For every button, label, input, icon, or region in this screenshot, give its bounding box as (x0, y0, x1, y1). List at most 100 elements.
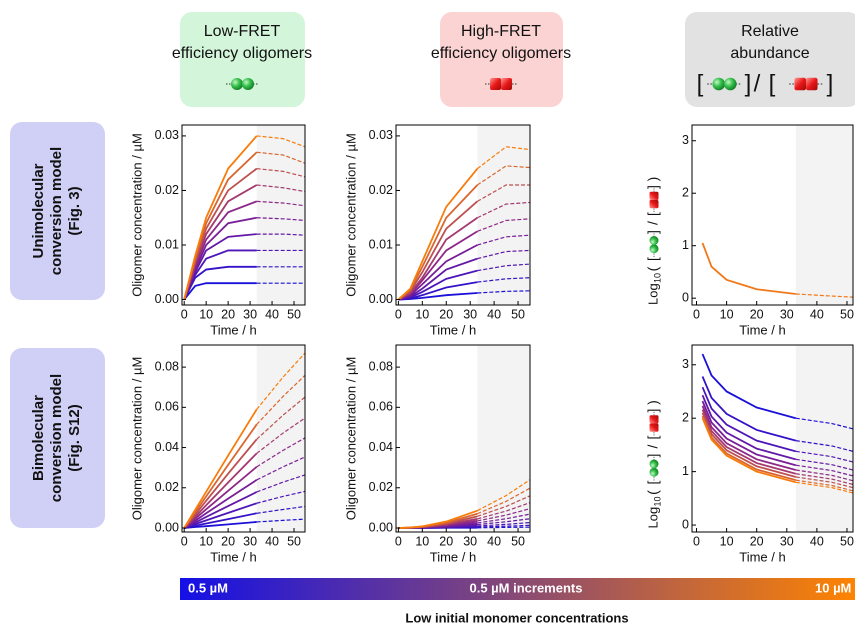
y-tick-label: 0.08 (369, 359, 393, 373)
row-box (10, 122, 105, 300)
green-dimer-icon (707, 77, 741, 91)
colorbar-label: 10 µM (815, 580, 851, 595)
series-line (795, 417, 853, 430)
series-line (256, 417, 305, 454)
y-tick-label: 2 (682, 410, 689, 424)
x-tick-label: 20 (439, 534, 453, 548)
x-tick-label: 50 (840, 534, 854, 548)
series-line (256, 217, 305, 222)
series-line (398, 509, 478, 529)
y-axis-label: Oligomer concentration / µM (129, 357, 144, 521)
y-tick-label: 0.02 (155, 183, 179, 197)
x-tick-label: 0 (181, 307, 188, 321)
row-label: Bimolecular (30, 395, 47, 481)
header-text: Low-FRET (204, 23, 281, 40)
y-axis-label: Oligomer concentration / µM (343, 357, 358, 521)
red-dimer-icon (649, 188, 659, 212)
x-tick-label: 50 (511, 534, 525, 548)
series-line (256, 352, 305, 410)
series-line (183, 479, 258, 529)
x-tick-label: 10 (720, 307, 734, 321)
plot (183, 345, 305, 532)
series-line (256, 184, 305, 193)
series-line (183, 282, 257, 301)
x-tick-label: 10 (199, 534, 213, 548)
icon-cube (501, 78, 512, 90)
series-line (397, 216, 478, 301)
y-tick-label: 0.04 (155, 440, 179, 454)
series-line (795, 473, 853, 486)
x-tick-label: 0 (181, 534, 188, 548)
x-tick-label: 30 (463, 307, 477, 321)
series-line (256, 374, 305, 425)
series-line (701, 417, 797, 484)
x-tick-label: 40 (810, 534, 824, 548)
colorbar-label: 0.5 µM increments (470, 580, 583, 595)
axes-frame (181, 344, 306, 533)
series-line (256, 505, 305, 514)
series-line (477, 234, 530, 246)
series-line (256, 135, 305, 148)
series-line (795, 476, 853, 489)
x-tick-label: 20 (221, 534, 235, 548)
y-label-glyph: ) (645, 400, 661, 405)
y-label-glyph: ] (645, 230, 661, 234)
y-label-glyph: [ (645, 435, 661, 439)
plot (398, 345, 530, 532)
series-line (795, 469, 853, 482)
y-tick-label: 0 (682, 290, 689, 304)
x-tick-label: 20 (439, 307, 453, 321)
series-line (256, 396, 305, 440)
series-line (256, 200, 305, 207)
shaded-region (795, 125, 853, 305)
y-tick-label: 0.04 (369, 440, 393, 454)
series-line (256, 456, 305, 481)
y-tick-label: 3 (682, 357, 689, 371)
y-label-text: Log (645, 283, 660, 305)
icon-ball (649, 467, 659, 477)
y-tick-label: 0.03 (155, 128, 179, 142)
axes-frame (181, 124, 306, 306)
y-tick-label: 0.02 (369, 183, 393, 197)
y-label-glyph: ] (645, 409, 661, 413)
shaded-region (256, 125, 305, 305)
y-tick-label: 1 (682, 238, 689, 252)
series-line (477, 479, 530, 512)
y-tick-label: 3 (682, 133, 689, 147)
series-line (795, 479, 853, 492)
y-tick-label: 0.00 (369, 292, 393, 306)
header-glyph: [ (769, 70, 776, 97)
x-axis-label: Time / h (430, 549, 476, 564)
y-label-glyph: [ (645, 257, 661, 261)
icon-ball (712, 77, 726, 91)
y-tick-label: 0.03 (369, 128, 393, 142)
y-tick-label: 0.08 (155, 359, 179, 373)
y-tick-label: 0.00 (155, 520, 179, 534)
green-dimer-icon (649, 456, 659, 481)
x-tick-label: 0 (693, 307, 700, 321)
colorbar-label: 0.5 µM (188, 580, 228, 595)
y-label-text: Log (645, 507, 660, 529)
header-glyph: ] (827, 70, 834, 97)
x-tick-label: 0 (395, 307, 402, 321)
icon-cube (649, 423, 659, 432)
x-tick-label: 10 (415, 534, 429, 548)
x-tick-label: 50 (840, 307, 854, 321)
x-tick-label: 40 (487, 307, 501, 321)
series-line (397, 168, 479, 301)
series-line (477, 290, 530, 294)
y-label-glyph: ( (645, 266, 661, 271)
series-line (795, 458, 853, 471)
series-line (795, 440, 853, 452)
series-line (183, 491, 258, 529)
series-line (256, 490, 305, 504)
y-label-glyph: ] (645, 185, 661, 189)
row-label: (Fig. S12) (66, 404, 83, 472)
series-line (477, 277, 530, 283)
colorbar (180, 578, 855, 600)
icon-ball (724, 77, 737, 91)
icon-ball (231, 78, 243, 90)
series-line (476, 146, 530, 170)
